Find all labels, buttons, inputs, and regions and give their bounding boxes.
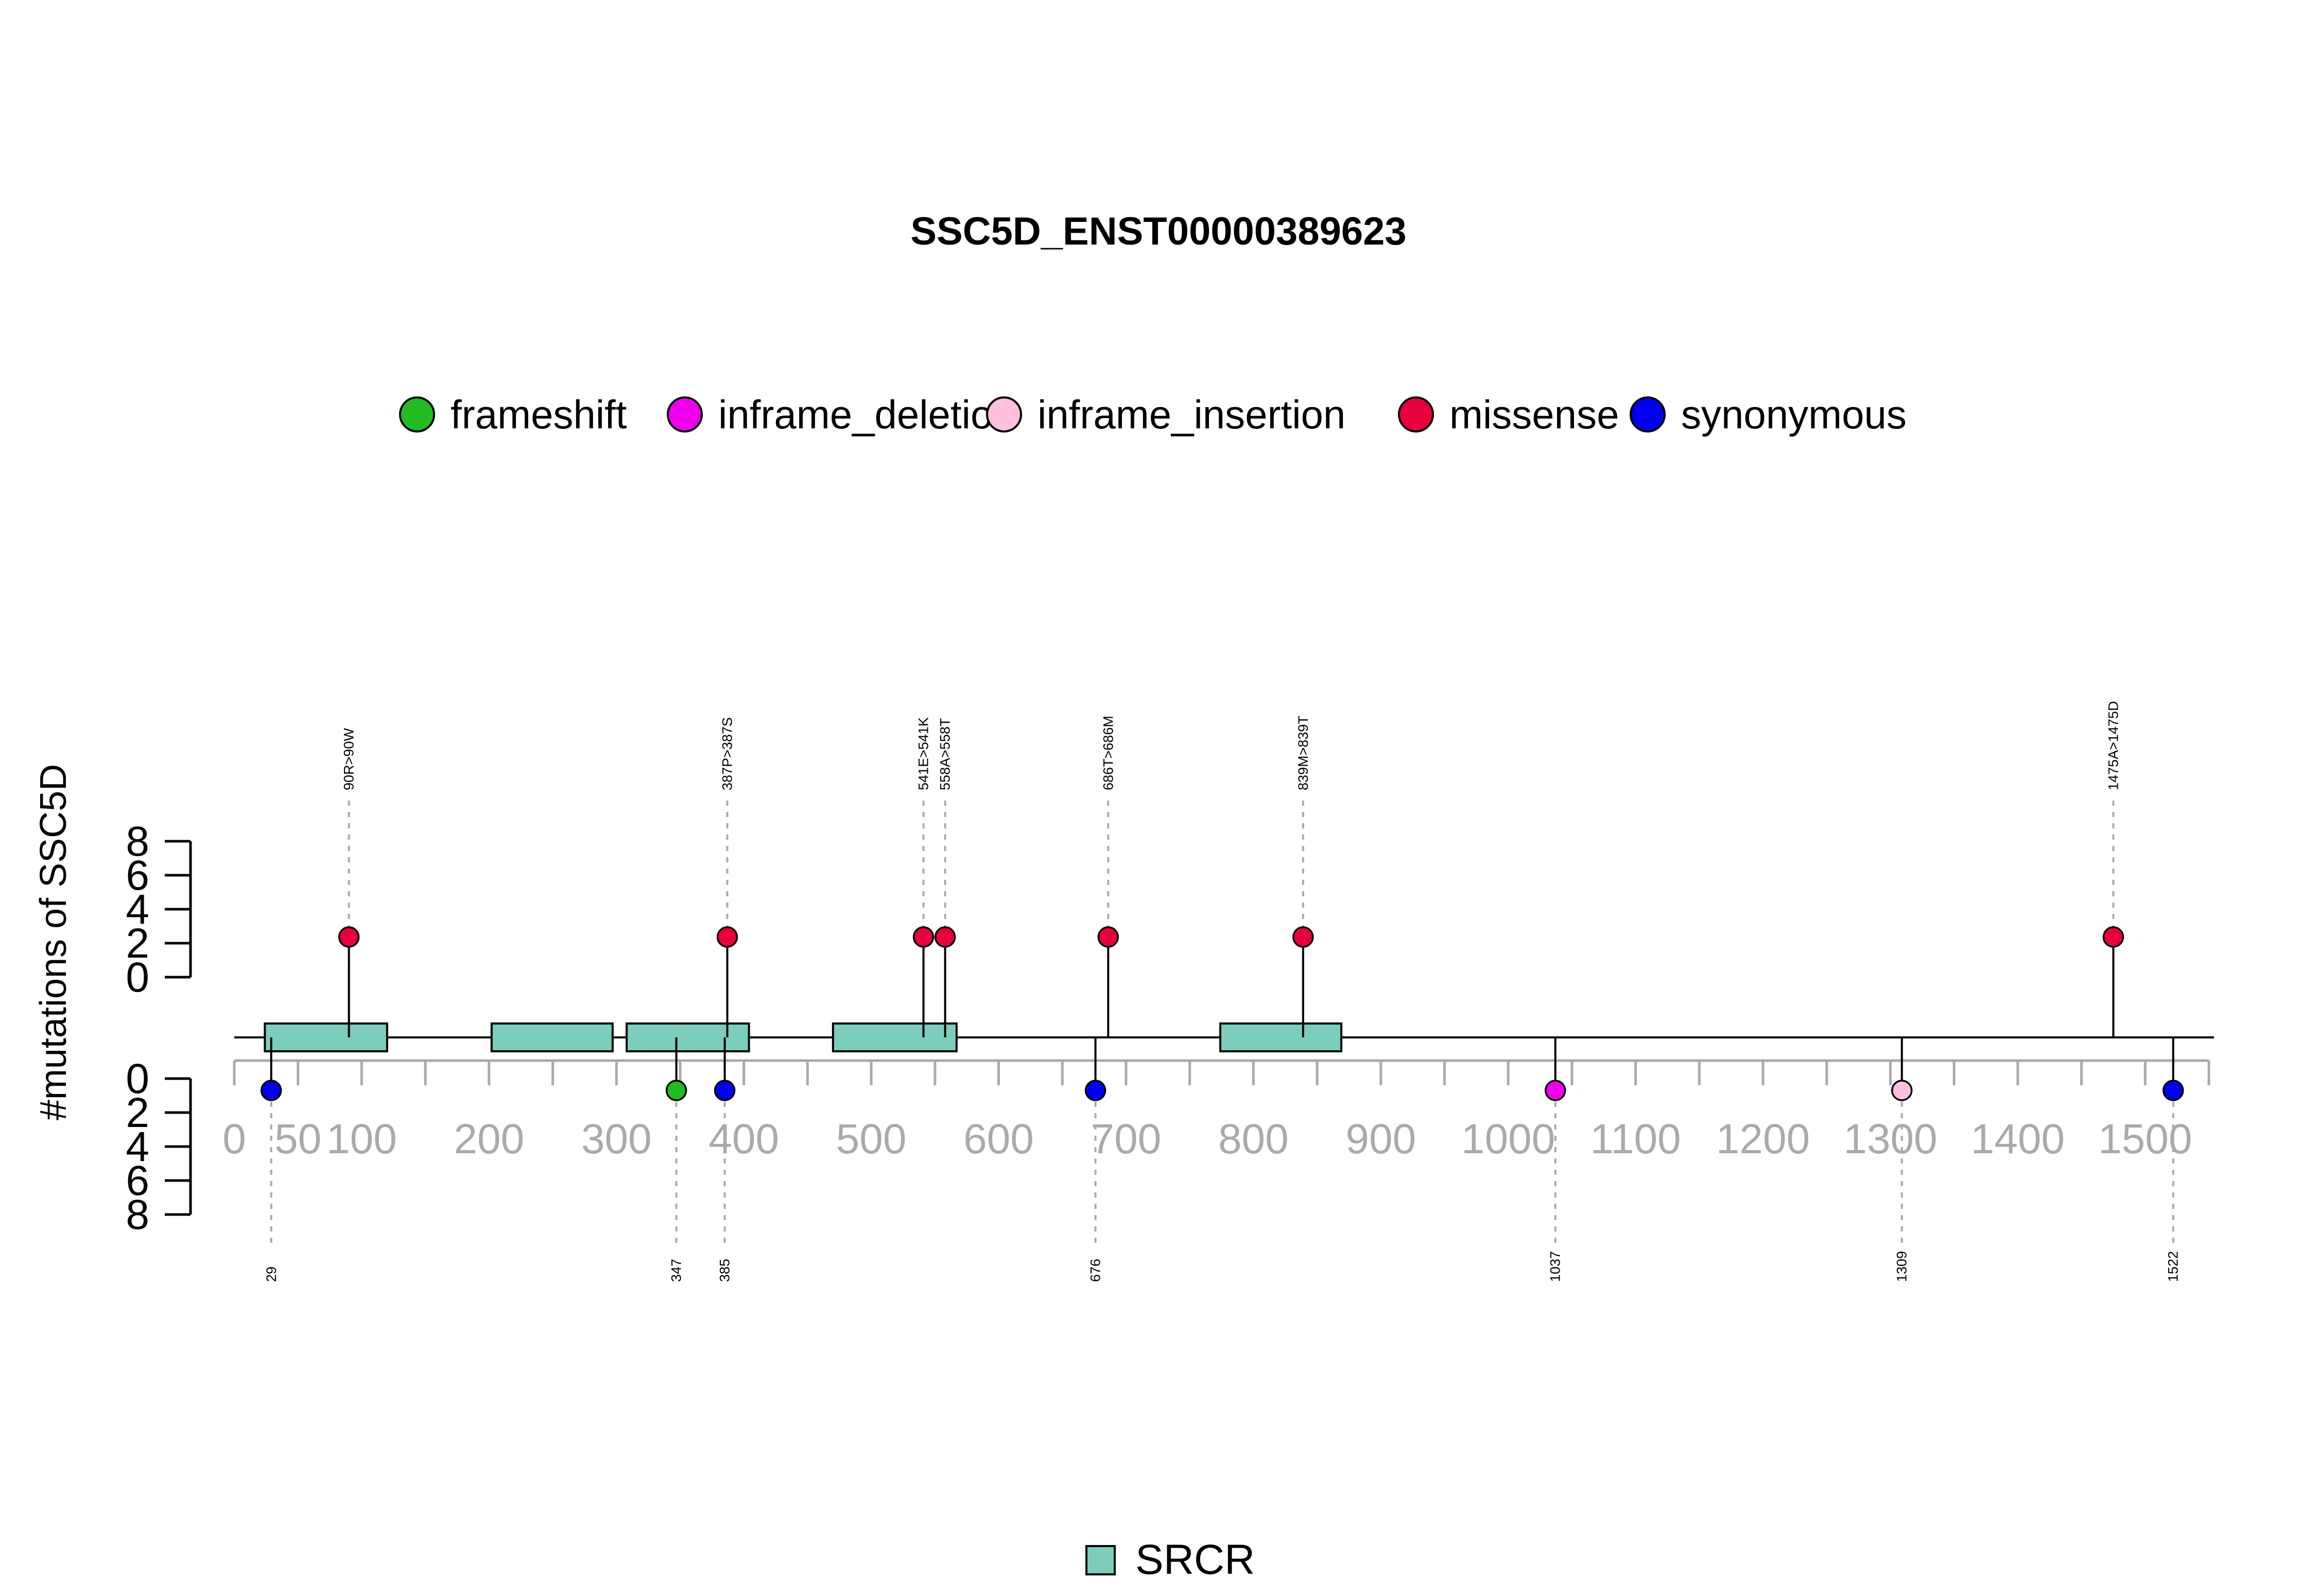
x-tick-label: 800 bbox=[1218, 1116, 1289, 1163]
mutation-point bbox=[934, 926, 956, 948]
legend-marker-inframe_insertion bbox=[986, 396, 1022, 432]
mutation-point bbox=[665, 1080, 687, 1101]
y-tick-label-top: 8 bbox=[126, 818, 149, 865]
domain-SRCR-1 bbox=[264, 1022, 388, 1052]
mutation-point bbox=[912, 926, 935, 948]
mutation-point bbox=[714, 1080, 736, 1101]
x-tick-label: 1500 bbox=[2098, 1116, 2192, 1163]
mutation-label: 558A>558T bbox=[938, 718, 953, 790]
x-tick-label: 1400 bbox=[1971, 1116, 2065, 1163]
mutation-label: 347 bbox=[669, 1259, 684, 1282]
domain-legend: SRCR bbox=[1085, 1536, 1255, 1583]
y-tick-label-top: 2 bbox=[126, 920, 149, 967]
legend-label-missense: missense bbox=[1449, 392, 1619, 437]
legend-label-inframe_insertion: inframe_insertion bbox=[1038, 392, 1345, 437]
mutation-label: 385 bbox=[717, 1259, 733, 1282]
y-tick-label-bottom: 2 bbox=[126, 1089, 149, 1136]
legend-label-inframe_deletion: inframe_deletion bbox=[718, 392, 1015, 437]
x-tick-label: 900 bbox=[1345, 1116, 1416, 1163]
x-tick-label: 1100 bbox=[1590, 1116, 1681, 1163]
x-tick-label: 700 bbox=[1091, 1116, 1162, 1163]
mutation-label: 686T>686M bbox=[1100, 716, 1116, 790]
mutation-point bbox=[1292, 926, 1314, 948]
mutation-label: 1309 bbox=[1894, 1251, 1910, 1282]
y-tick-label-top: 6 bbox=[126, 852, 149, 899]
x-tick-label: 600 bbox=[963, 1116, 1034, 1163]
x-tick-label: 500 bbox=[836, 1116, 907, 1163]
y-tick-label-bottom: 0 bbox=[126, 1055, 149, 1102]
mutation-label: 676 bbox=[1088, 1259, 1103, 1282]
mutation-label: 839M>839T bbox=[1295, 716, 1311, 790]
domain-SRCR-4 bbox=[832, 1022, 958, 1052]
x-tick-label: 400 bbox=[708, 1116, 779, 1163]
mutation-type-legend: frameshift inframe_deletion inframe_insert… bbox=[399, 392, 1907, 437]
x-tick-label: 1000 bbox=[1461, 1116, 1555, 1163]
mutation-point bbox=[1544, 1080, 1566, 1101]
mutation-label: 90R>90W bbox=[341, 728, 357, 790]
y-tick-label-top: 0 bbox=[126, 954, 149, 1001]
legend-marker-inframe_deletion bbox=[667, 396, 703, 432]
mutation-point bbox=[1891, 1080, 1913, 1101]
legend-marker-missense bbox=[1398, 396, 1434, 432]
mutation-point bbox=[1097, 926, 1119, 948]
mutation-point bbox=[338, 926, 360, 948]
x-tick-label: 1200 bbox=[1716, 1116, 1810, 1163]
y-axis-label: #mutations of SSC5D bbox=[33, 764, 74, 1120]
y-tick-label-top: 4 bbox=[126, 886, 149, 933]
domain-SRCR-5 bbox=[1219, 1022, 1343, 1052]
legend-label-synonymous: synonymous bbox=[1681, 392, 1907, 437]
mutation-label: 1475A>1475D bbox=[2105, 701, 2121, 790]
x-tick-label: 300 bbox=[581, 1116, 652, 1163]
domain-legend-label: SRCR bbox=[1135, 1536, 1255, 1583]
x-tick-label: 1300 bbox=[1843, 1116, 1937, 1163]
plot-area: 0 50 100 200 300 400 500 600 700 800 900 1000 1100 12… bbox=[126, 701, 2214, 1282]
x-tick-label: 200 bbox=[454, 1116, 524, 1163]
y-tick-label-bottom: 6 bbox=[126, 1157, 149, 1204]
x-tick-label: 0 bbox=[222, 1116, 246, 1163]
mutation-label: 387P>387S bbox=[720, 717, 735, 790]
legend-marker-synonymous bbox=[1630, 396, 1666, 432]
domain-legend-swatch bbox=[1085, 1545, 1116, 1575]
mutation-point bbox=[261, 1080, 282, 1101]
mutation-label: 29 bbox=[264, 1267, 279, 1282]
mutation-point bbox=[2102, 926, 2124, 948]
chart-title: SSC5D_ENST00000389623 bbox=[910, 210, 1406, 253]
mutation-point bbox=[716, 926, 738, 948]
domain-SRCR-3 bbox=[626, 1022, 750, 1052]
mutation-point bbox=[1084, 1080, 1106, 1101]
y-tick-label-bottom: 4 bbox=[126, 1123, 149, 1170]
legend-label-frameshift: frameshift bbox=[451, 392, 627, 437]
x-tick-label: 50 bbox=[274, 1116, 321, 1163]
domain-SRCR-2 bbox=[490, 1022, 614, 1052]
y-tick-label-bottom: 8 bbox=[126, 1191, 149, 1238]
mutation-label: 1522 bbox=[2166, 1251, 2181, 1282]
x-tick-label: 100 bbox=[326, 1116, 397, 1163]
legend-marker-frameshift bbox=[399, 396, 435, 432]
mutation-label: 1037 bbox=[1548, 1251, 1563, 1282]
mutation-label: 541E>541K bbox=[916, 717, 931, 790]
mutation-point bbox=[2162, 1080, 2184, 1101]
